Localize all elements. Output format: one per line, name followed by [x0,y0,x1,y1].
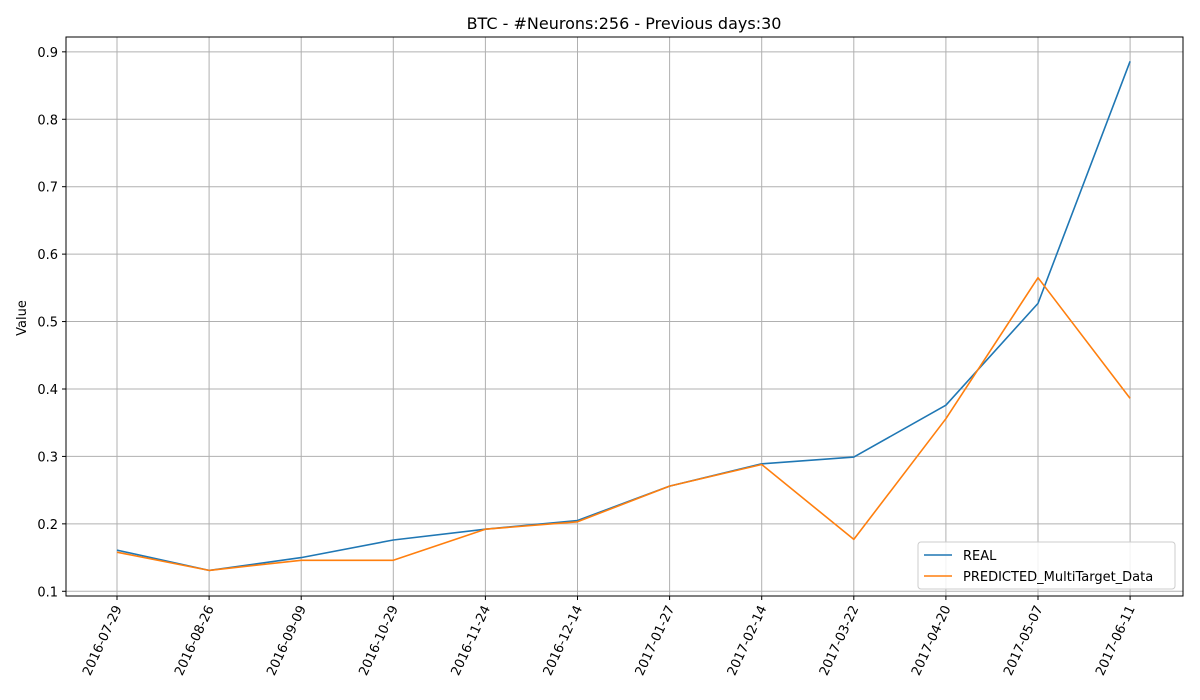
x-tick-label: 2016-09-09 [264,603,310,678]
x-tick-label: 2016-08-26 [172,603,218,678]
x-tick-label: 2017-03-22 [817,603,863,678]
y-tick-label: 0.5 [37,316,58,331]
series-lines [116,61,1131,572]
chart-title: BTC - #Neurons:256 - Previous days:30 [467,14,782,33]
legend-box [917,541,1176,590]
y-tick-label: 0.9 [37,46,58,61]
x-tick-label: 2017-05-07 [1001,603,1047,678]
y-tick-label: 0.3 [37,450,58,465]
x-tick-label: 2017-01-27 [633,603,679,678]
x-tick-label: 2016-12-14 [541,603,587,678]
x-tick-label: 2017-02-14 [725,603,771,678]
x-tick-label: 2016-11-24 [448,603,494,678]
y-tick-label: 0.1 [37,585,58,600]
x-tick-label: 2016-10-29 [356,603,402,678]
y-tick-label: 0.6 [37,248,58,263]
x-tick-label: 2016-07-29 [80,603,126,678]
x-tick-label: 2017-06-11 [1093,603,1139,678]
plot-area [65,36,1184,597]
x-tick-label: 2017-04-20 [909,603,955,678]
grid-lines [66,37,1183,596]
x-axis: 2016-07-29 2016-08-26 2016-09-09 2016-10-29… [80,596,1139,678]
y-tick-label: 0.8 [37,113,58,128]
y-tick-label: 0.4 [37,383,58,398]
series-line-1 [116,61,1131,572]
y-axis: 0.1 0.2 0.3 0.4 0.5 0.6 0.7 0.8 0.9 [37,46,66,600]
y-tick-label: 0.2 [37,518,58,533]
legend: REAL PREDICTED_MultiTarget_Data [917,541,1176,590]
legend-label: REAL [963,549,997,564]
series-line-2 [116,276,1131,572]
y-axis-label: Value [15,300,30,336]
legend-label: PREDICTED_MultiTarget_Data [963,570,1153,585]
y-tick-label: 0.7 [37,181,58,196]
